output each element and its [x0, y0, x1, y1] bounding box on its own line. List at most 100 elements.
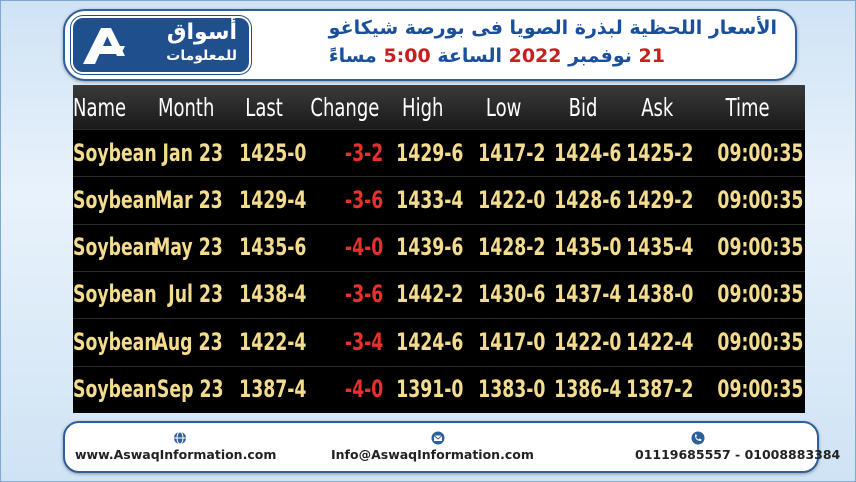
column-header: Change	[306, 85, 383, 129]
cell-text: 1425-0	[238, 138, 306, 167]
cell-text: -4-0	[344, 375, 383, 403]
column-header-text: Bid	[568, 92, 598, 122]
table-cell: 09:00:35	[693, 177, 803, 222]
table-row: Soybean May 23 1435-6 -4-0 1439-6 1428-2 1435-…	[73, 223, 805, 270]
cell-text: 09:00:35	[717, 138, 803, 167]
column-header-text: Ask	[640, 92, 674, 122]
table-cell: 1387-2	[621, 367, 693, 412]
table-cell: May 23	[149, 225, 223, 270]
logo-subtext: للمعلومات	[166, 48, 237, 64]
table-row: Soybean Jan 23 1425-0 -3-2 1429-6 1417-2 1424-…	[73, 129, 805, 175]
table-cell: Soybean	[73, 177, 157, 222]
price-table: Name Month Last Change High Low Bid Ask Time Soyb…	[73, 85, 805, 413]
header-row: Name Month Last Change High Low Bid Ask Time	[73, 85, 805, 129]
table-row: Soybean Mar 23 1429-4 -3-6 1433-4 1422-0 1428-…	[73, 176, 805, 223]
globe-icon	[174, 431, 186, 445]
cell-text: Soybean	[73, 327, 157, 356]
table-cell: Sep 23	[149, 367, 223, 412]
cell-text: 1438-0	[625, 280, 693, 309]
cell-text: 1435-0	[553, 233, 621, 262]
column-header: Time	[693, 85, 803, 129]
cell-text: May 23	[153, 233, 223, 262]
cell-text: 1435-6	[238, 233, 306, 262]
table-cell: 1430-6	[463, 272, 545, 317]
cell-text: Sep 23	[156, 375, 223, 403]
table-cell: 1387-4	[223, 367, 306, 412]
logo-text: أسواق	[166, 20, 237, 45]
cell-text: Soybean	[73, 233, 157, 262]
column-header: Month	[149, 85, 223, 129]
cell-text: Soybean	[73, 185, 157, 214]
cell-text: -3-6	[344, 280, 383, 309]
table-cell: -3-4	[306, 319, 383, 364]
table-cell: -3-6	[306, 272, 383, 317]
column-header-text: Change	[310, 92, 379, 122]
table-cell: 1429-2	[621, 177, 693, 222]
table-row: Soybean Sep 23 1387-4 -4-0 1391-0 1383-0 1386-…	[73, 365, 805, 412]
column-header-text: Month	[157, 92, 215, 122]
cell-text: 1429-4	[238, 185, 306, 214]
period: مساءً	[328, 45, 377, 67]
table-cell: 09:00:35	[693, 272, 803, 317]
column-header-text: Last	[245, 92, 284, 122]
time: 5:00	[383, 45, 431, 67]
table-cell: 1386-4	[545, 367, 621, 412]
cell-text: 09:00:35	[717, 280, 803, 309]
logo-mark	[83, 28, 125, 64]
table-row: Soybean Aug 23 1422-4 -3-4 1424-6 1417-0 1422-…	[73, 318, 805, 365]
table-cell: 1424-6	[383, 319, 463, 364]
cell-text: 1430-6	[477, 280, 545, 309]
time-word: الساعة	[437, 45, 502, 67]
cell-text: 09:00:35	[717, 375, 803, 403]
table-cell: Soybean	[73, 130, 157, 175]
column-header-text: High	[402, 92, 444, 122]
title: الأسعار اللحظية لبذرة الصويا فى بورصة شي…	[328, 17, 777, 39]
cell-text: 1387-2	[625, 375, 693, 403]
cell-text: Soybean	[73, 138, 157, 167]
table-cell: 09:00:35	[693, 319, 803, 364]
table-row: Soybean Jul 23 1438-4 -3-6 1442-2 1430-6 1437-…	[73, 270, 805, 317]
cell-text: 1437-4	[553, 280, 621, 309]
table-cell: -3-6	[306, 177, 383, 222]
cell-text: Aug 23	[154, 327, 223, 356]
table-cell: 09:00:35	[693, 367, 803, 412]
cell-text: 09:00:35	[717, 327, 803, 356]
table-cell: 1439-6	[383, 225, 463, 270]
table-cell: Soybean	[73, 272, 157, 317]
column-header: Last	[223, 85, 306, 129]
table-cell: Jan 23	[149, 130, 223, 175]
column-header: Name	[73, 85, 149, 129]
cell-text: 1387-4	[238, 375, 306, 403]
cell-text: 1429-2	[625, 185, 693, 214]
cell-text: 1422-4	[625, 327, 693, 356]
year: 2022	[508, 45, 562, 67]
cell-text: -3-2	[344, 138, 383, 167]
subtitle: 21 نوفمبر 2022 الساعة 5:00 مساءً	[329, 45, 665, 67]
cell-text: 1442-2	[395, 280, 463, 309]
table-cell: 1425-2	[621, 130, 693, 175]
month: نوفمبر	[568, 45, 632, 67]
cell-text: 1438-4	[238, 280, 306, 309]
table-cell: 1391-0	[383, 367, 463, 412]
table-cell: 1437-4	[545, 272, 621, 317]
cell-text: Mar 23	[155, 185, 223, 214]
table-cell: 1422-0	[545, 319, 621, 364]
column-header: Ask	[621, 85, 693, 129]
cell-text: 09:00:35	[717, 185, 803, 214]
cell-text: 1417-0	[477, 327, 545, 356]
cell-text: 1429-6	[395, 138, 463, 167]
table-cell: 1435-4	[621, 225, 693, 270]
column-header: Low	[463, 85, 545, 129]
cell-text: 1422-0	[553, 327, 621, 356]
table-cell: 1417-0	[463, 319, 545, 364]
table-cell: 1422-0	[463, 177, 545, 222]
column-header-text: Time	[725, 92, 771, 122]
cell-text: 1422-0	[477, 185, 545, 214]
table-cell: Soybean	[73, 367, 157, 412]
table-cell: 1428-6	[545, 177, 621, 222]
column-header: Bid	[545, 85, 621, 129]
cell-text: 1425-2	[625, 138, 693, 167]
cell-text: -4-0	[344, 233, 383, 262]
table-cell: 1438-4	[223, 272, 306, 317]
